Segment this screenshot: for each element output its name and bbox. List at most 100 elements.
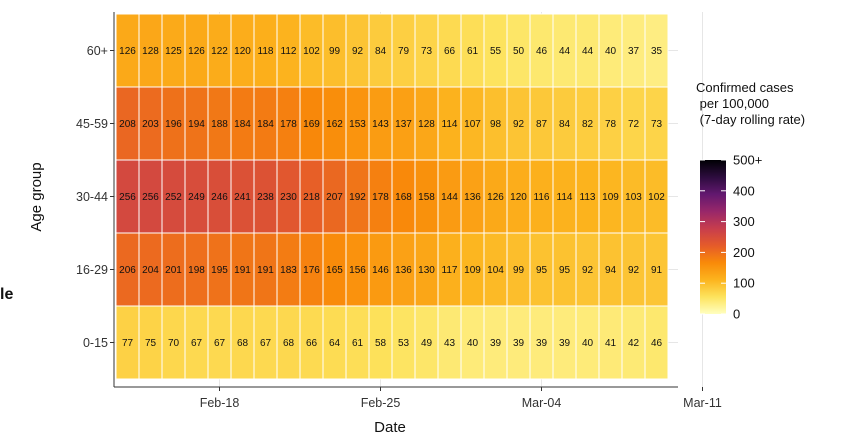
cell-label-45-59-4: 188 [211, 119, 228, 130]
cell-label-60+-20: 44 [582, 46, 594, 57]
cell-label-60+-1: 128 [142, 46, 159, 57]
cell-label-60+-14: 66 [444, 46, 456, 57]
legend-label-3: 200 [733, 245, 755, 260]
cell-label-0-15-1: 75 [145, 338, 157, 349]
axes [113, 12, 678, 388]
x-tick-label-2: Mar-04 [522, 396, 562, 410]
cell-label-30-44-5: 241 [234, 192, 251, 203]
cell-label-16-29-10: 156 [349, 265, 366, 276]
cell-label-45-59-0: 208 [119, 119, 136, 130]
cell-label-60+-23: 35 [651, 46, 663, 57]
cell-label-60+-6: 118 [258, 46, 274, 57]
legend-title-line-3: (7-day rolling rate) [696, 112, 805, 127]
x-tick-label-1: Feb-25 [361, 396, 401, 410]
cell-label-30-44-4: 246 [211, 192, 228, 203]
cell-label-30-44-10: 192 [349, 192, 366, 203]
cell-label-30-44-8: 218 [303, 192, 320, 203]
cell-label-16-29-19: 95 [559, 265, 571, 276]
legend-label-4: 100 [733, 276, 755, 291]
cell-label-30-44-7: 230 [280, 192, 297, 203]
heatmap-cells: 126 128 125 126 122 120 118 112 102 99 92 84 79 73 66 6… [115, 13, 669, 380]
cell-label-45-59-10: 153 [349, 119, 366, 130]
cell-label-60+-9: 99 [329, 46, 341, 57]
cell-label-0-15-21: 41 [605, 338, 617, 349]
cell-label-30-44-12: 168 [395, 192, 412, 203]
cell-label-16-29-11: 146 [372, 265, 389, 276]
color-legend: Confirmed cases per 100,000 (7-day rolli… [696, 80, 805, 322]
cell-label-60+-4: 122 [211, 46, 228, 57]
y-tick-label-45-59: 45-59 [76, 117, 108, 131]
cell-label-0-15-17: 39 [513, 338, 525, 349]
cell-label-30-44-18: 116 [534, 192, 550, 203]
cell-label-16-29-6: 191 [257, 265, 274, 276]
cell-label-30-44-22: 103 [625, 192, 642, 203]
cell-label-45-59-7: 178 [280, 119, 297, 130]
cell-label-30-44-2: 252 [165, 192, 182, 203]
cell-label-60+-5: 120 [234, 46, 251, 57]
cell-label-30-44-21: 109 [602, 192, 619, 203]
cell-label-0-15-5: 68 [237, 338, 249, 349]
cell-0-15-23 [644, 305, 669, 380]
cell-label-16-29-2: 201 [165, 265, 182, 276]
cell-label-60+-12: 79 [398, 46, 410, 57]
cell-label-16-29-17: 99 [513, 265, 525, 276]
cell-label-45-59-18: 87 [536, 119, 548, 130]
cell-label-30-44-6: 238 [257, 192, 274, 203]
cell-label-60+-7: 112 [281, 46, 297, 57]
cell-label-0-15-18: 39 [536, 338, 548, 349]
cell-label-0-15-13: 49 [421, 338, 433, 349]
cell-label-60+-3: 126 [188, 46, 205, 57]
cell-label-0-15-20: 40 [582, 338, 594, 349]
cell-label-60+-11: 84 [375, 46, 387, 57]
cell-label-16-29-13: 130 [418, 265, 435, 276]
cell-label-45-59-20: 82 [582, 119, 594, 130]
cell-label-45-59-21: 78 [605, 119, 617, 130]
cell-label-60+-22: 37 [628, 46, 640, 57]
cell-label-16-29-21: 94 [605, 265, 617, 276]
cell-label-60+-8: 102 [303, 46, 320, 57]
cell-label-16-29-8: 176 [303, 265, 320, 276]
cell-label-60+-16: 55 [490, 46, 502, 57]
cell-label-0-15-2: 70 [168, 338, 180, 349]
legend-title-line-2: per 100,000 [696, 96, 769, 111]
cell-label-16-29-23: 91 [651, 265, 663, 276]
y-tick-label-60+: 60+ [87, 44, 108, 58]
cell-label-45-59-23: 73 [651, 119, 663, 130]
cell-label-30-44-9: 207 [326, 192, 343, 203]
cell-label-0-15-19: 39 [559, 338, 571, 349]
x-axis-title: Date [374, 419, 406, 436]
cell-label-45-59-8: 169 [303, 119, 320, 130]
cell-label-0-15-16: 39 [490, 338, 502, 349]
cell-label-16-29-3: 198 [188, 265, 205, 276]
cell-label-0-15-7: 68 [283, 338, 295, 349]
cell-label-45-59-16: 98 [490, 119, 502, 130]
cell-label-30-44-11: 178 [372, 192, 389, 203]
cell-label-45-59-15: 107 [464, 119, 481, 130]
cell-label-45-59-6: 184 [257, 119, 274, 130]
cell-label-30-44-17: 120 [510, 192, 527, 203]
cell-label-45-59-19: 84 [559, 119, 571, 130]
cell-label-30-44-15: 136 [464, 192, 481, 203]
cell-label-30-44-16: 126 [487, 192, 504, 203]
cell-label-30-44-13: 158 [418, 192, 435, 203]
cell-label-0-15-12: 53 [398, 338, 410, 349]
cell-label-60+-15: 61 [467, 46, 479, 57]
cell-label-16-29-9: 165 [326, 265, 343, 276]
y-tick-label-0-15: 0-15 [83, 336, 108, 350]
cell-label-16-29-14: 117 [442, 265, 458, 276]
y-tick-label-16-29: 16-29 [76, 263, 108, 277]
cell-label-60+-10: 92 [352, 46, 364, 57]
legend-label-1: 400 [733, 183, 755, 198]
cell-label-60+-19: 44 [559, 46, 571, 57]
cell-label-16-29-18: 95 [536, 265, 548, 276]
cell-label-60+-18: 46 [536, 46, 548, 57]
x-tick-label-3: Mar-11 [683, 396, 722, 410]
cell-label-30-44-0: 256 [119, 192, 136, 203]
legend-label-0: 500+ [733, 153, 762, 168]
legend-label-2: 300 [733, 214, 755, 229]
cell-label-0-15-23: 46 [651, 338, 663, 349]
side-label: le [0, 286, 13, 303]
cell-label-16-29-1: 204 [142, 265, 159, 276]
legend-title-line-1: Confirmed cases [696, 80, 794, 95]
